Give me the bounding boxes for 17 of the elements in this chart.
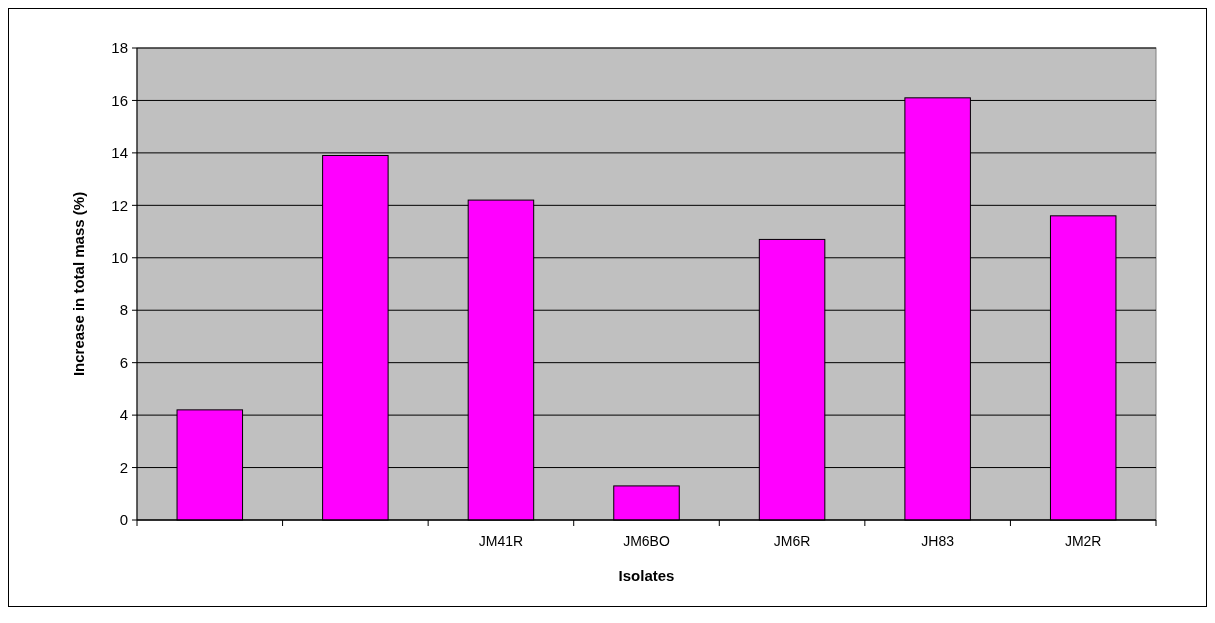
- y-axis-title: Increase in total mass (%): [70, 191, 87, 377]
- x-tick-label: JM6R: [773, 533, 811, 549]
- y-tick-label: 12: [111, 196, 128, 214]
- y-tick-label: 8: [119, 301, 128, 319]
- y-tick-label: 18: [111, 39, 128, 57]
- y-tick-label: 2: [119, 458, 128, 476]
- y-tick-label: 14: [111, 144, 128, 162]
- y-tick-label: 16: [111, 91, 128, 109]
- x-tick-label: JM41R: [478, 533, 524, 549]
- y-tick-label: 10: [111, 249, 128, 267]
- y-tick-label: 6: [119, 353, 128, 371]
- y-tick-label: 0: [119, 511, 128, 529]
- x-tick-label: JM2R: [1064, 533, 1102, 549]
- x-tick-label: JM6BO: [623, 533, 670, 549]
- y-tick-label: 4: [119, 406, 128, 424]
- x-tick-label: JH83: [921, 533, 955, 549]
- x-axis-title: Isolates: [618, 567, 675, 584]
